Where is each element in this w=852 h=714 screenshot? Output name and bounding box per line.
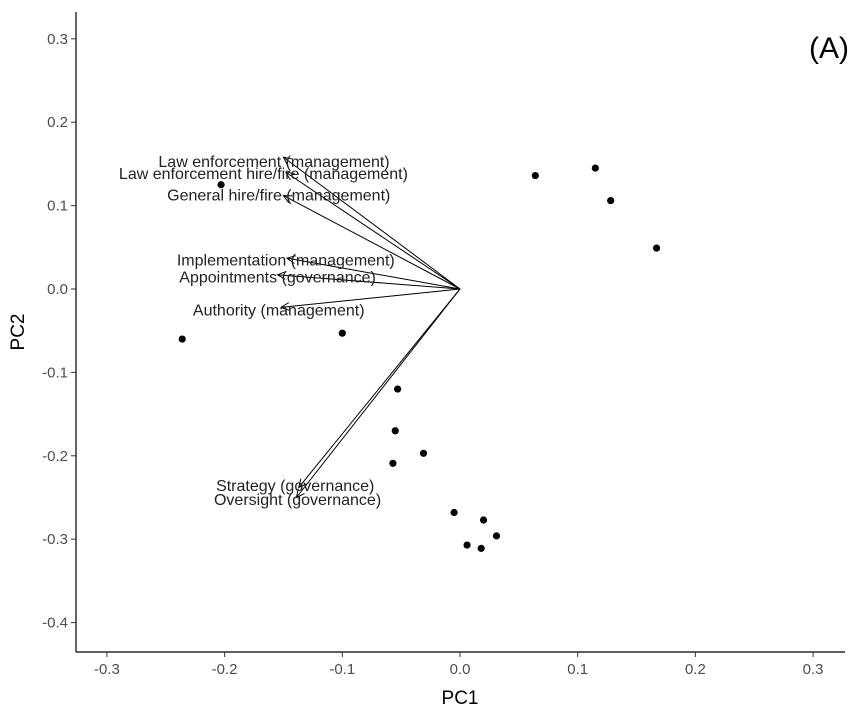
data-point [463, 541, 471, 549]
loading-label: Law enforcement (management) [158, 154, 389, 171]
y-tick-label: -0.3 [42, 531, 68, 548]
loading-arrow [283, 156, 461, 290]
data-point [652, 244, 661, 252]
y-tick-label: 0.3 [47, 31, 68, 48]
data-point [450, 508, 458, 517]
loading-arrow [281, 288, 461, 308]
loading-label: Authority (management) [193, 303, 365, 320]
y-tick-label: -0.2 [42, 448, 68, 465]
scatter-points [178, 164, 661, 552]
loading-label: General hire/fire (management) [167, 188, 390, 205]
data-point [217, 181, 225, 189]
x-tick-label: 0.3 [803, 661, 824, 678]
arrow-head [276, 271, 287, 280]
x-tick-label: -0.2 [212, 661, 238, 678]
loading-arrow [283, 195, 461, 290]
loading-arrow [286, 257, 461, 290]
data-point [178, 335, 186, 343]
data-point [492, 532, 501, 540]
loading-label: Oversight (governance) [214, 492, 381, 509]
data-point [591, 164, 599, 172]
axes [75, 12, 845, 653]
data-point [419, 449, 428, 457]
x-tick-label: -0.3 [94, 661, 120, 678]
y-axis-title: PC2 [8, 314, 29, 351]
ticks: -0.3 -0.2 -0.1 0.0 0.1 0.2 0.3 0.3 0.2 0.1 0.0 -0.1… [42, 31, 823, 678]
loading-arrow [298, 288, 461, 488]
data-point [389, 459, 397, 467]
loading-arrows [276, 156, 461, 499]
panel-label: (A) [809, 32, 849, 65]
data-point [394, 385, 402, 393]
loading-label: Appointments (governance) [179, 269, 376, 286]
y-tick-label: -0.4 [42, 615, 68, 632]
x-axis-title: PC1 [442, 688, 479, 709]
data-point [391, 427, 399, 435]
x-tick-label: -0.1 [329, 661, 355, 678]
arrow-head [298, 478, 308, 489]
data-point [338, 329, 346, 337]
arrow-head [295, 488, 305, 499]
data-point [531, 171, 539, 180]
loading-label: Law enforcement hire/fire (management) [119, 166, 408, 183]
x-tick-label: 0.0 [450, 661, 471, 678]
arrow-head [279, 302, 290, 311]
x-tick-label: 0.1 [567, 661, 588, 678]
arrow-head [285, 255, 296, 264]
y-tick-label: 0.1 [47, 198, 68, 215]
loading-arrow [277, 274, 461, 290]
arrow-head [282, 156, 293, 166]
x-tick-label: 0.2 [685, 661, 706, 678]
y-tick-label: 0.2 [47, 114, 68, 131]
data-point [607, 196, 615, 205]
arrow-head [284, 171, 295, 181]
loading-arrow [296, 288, 461, 498]
loading-arrow [285, 171, 461, 290]
loading-label: Implementation (management) [177, 253, 395, 270]
loading-labels: Law enforcement (management)Law enforcem… [119, 154, 408, 509]
data-point [479, 516, 488, 524]
data-point [477, 544, 485, 552]
arrow-head [282, 195, 293, 204]
y-tick-label: -0.1 [42, 364, 68, 381]
y-tick-label: 0.0 [47, 281, 68, 298]
loading-label: Strategy (governance) [216, 478, 374, 495]
